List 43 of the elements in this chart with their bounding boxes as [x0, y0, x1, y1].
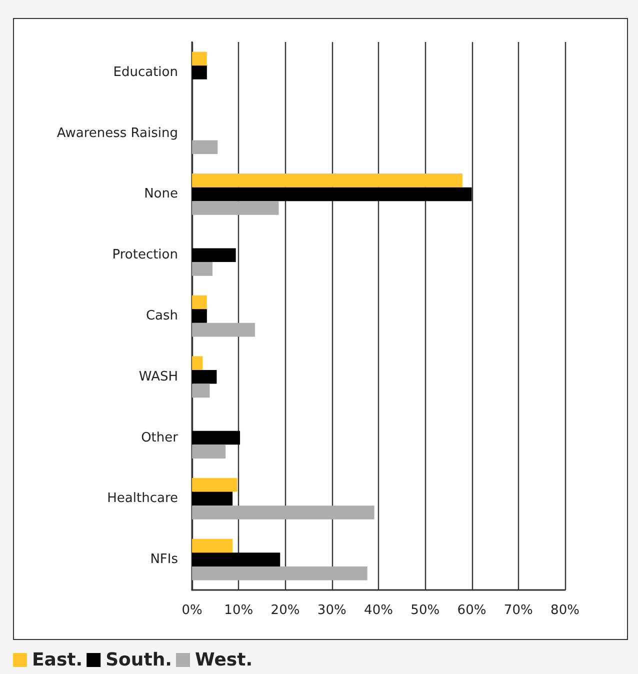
- bar: [192, 492, 233, 506]
- bar: [192, 552, 280, 566]
- bar: [192, 566, 368, 580]
- bar: [192, 174, 462, 188]
- bar: [192, 187, 472, 202]
- legend-label: West.: [195, 650, 253, 670]
- x-tick-label: 20%: [270, 603, 300, 618]
- y-tick-label: WASH: [138, 369, 178, 384]
- bar: [192, 506, 374, 520]
- x-tick-label: 40%: [364, 603, 393, 618]
- bar: [192, 248, 236, 262]
- bar: [192, 384, 210, 398]
- x-tick-label: 0%: [182, 603, 202, 618]
- bar: [192, 538, 233, 553]
- legend-label: South.: [106, 650, 172, 670]
- x-tick-label: 60%: [457, 603, 486, 618]
- x-tick-label: 80%: [550, 603, 580, 618]
- bar: [192, 430, 240, 445]
- x-tick-label: 10%: [224, 603, 254, 618]
- bar: [192, 52, 207, 66]
- bar: [192, 322, 255, 337]
- x-tick-label: 30%: [317, 603, 346, 618]
- bar: [192, 295, 207, 310]
- legend-label: East.: [32, 650, 83, 670]
- y-tick-label: Healthcare: [107, 491, 178, 506]
- bar: [192, 478, 238, 492]
- y-tick-label: NFIs: [150, 552, 178, 568]
- bar: [192, 356, 203, 370]
- bar: [192, 309, 207, 323]
- bar: [192, 370, 217, 384]
- y-tick-label: Education: [113, 64, 178, 80]
- bar: [192, 262, 213, 276]
- bar: [192, 444, 226, 458]
- y-tick-label: Awareness Raising: [56, 126, 178, 141]
- x-tick-label: 50%: [410, 603, 440, 618]
- y-tick-label: Protection: [112, 248, 178, 263]
- bar: [192, 201, 279, 215]
- x-tick-label: 70%: [504, 603, 533, 618]
- y-tick-label: None: [144, 186, 178, 202]
- y-tick-label: Cash: [146, 308, 178, 324]
- y-tick-label: Other: [141, 430, 179, 446]
- bar: [192, 140, 218, 154]
- bar: [192, 66, 207, 80]
